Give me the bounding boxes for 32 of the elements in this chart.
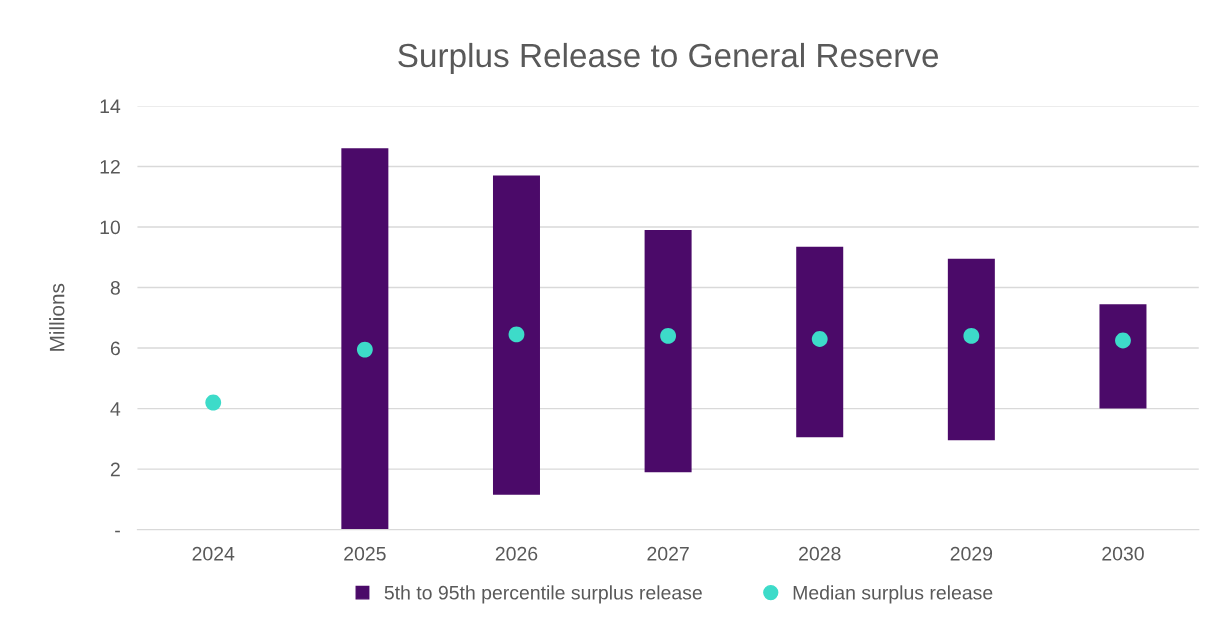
point: [1115, 332, 1131, 349]
y-tick-label: 10: [100, 220, 120, 235]
bar: [1099, 304, 1147, 409]
x-tick-label: 2030: [1102, 546, 1144, 561]
x-tick-label: 2025: [344, 546, 386, 561]
x-tick-label: 2024: [192, 546, 235, 561]
y-tick-label: 6: [110, 341, 120, 356]
x-tick-label: 2026: [495, 546, 538, 561]
y-tick-label: 14: [100, 99, 121, 113]
point: [660, 328, 677, 344]
y-tick-label: 2: [110, 462, 120, 477]
x-tick-label: 2029: [950, 546, 993, 561]
legend-label: Median surplus release: [793, 585, 993, 604]
bar: [492, 175, 540, 495]
x-tick-label: 2027: [647, 546, 689, 561]
chart-title: Surplus Release to General Reserve: [398, 42, 939, 74]
y-tick-label: 8: [110, 280, 120, 295]
y-tick-label: 12: [100, 159, 120, 174]
y-tick-label: -: [115, 530, 120, 533]
bar: [341, 148, 389, 530]
bar: [947, 258, 995, 441]
point: [963, 328, 980, 344]
bar: [644, 230, 692, 473]
legend-label: 5th to 95th percentile surplus release: [384, 585, 702, 604]
x-tick-label: 2028: [799, 546, 841, 561]
y-tick-label: 4: [110, 402, 121, 416]
point: [205, 394, 222, 411]
bar: [796, 246, 844, 438]
y-axis-title: Millions: [49, 283, 65, 351]
point: [811, 331, 828, 347]
point: [356, 341, 373, 358]
point: [508, 326, 525, 343]
